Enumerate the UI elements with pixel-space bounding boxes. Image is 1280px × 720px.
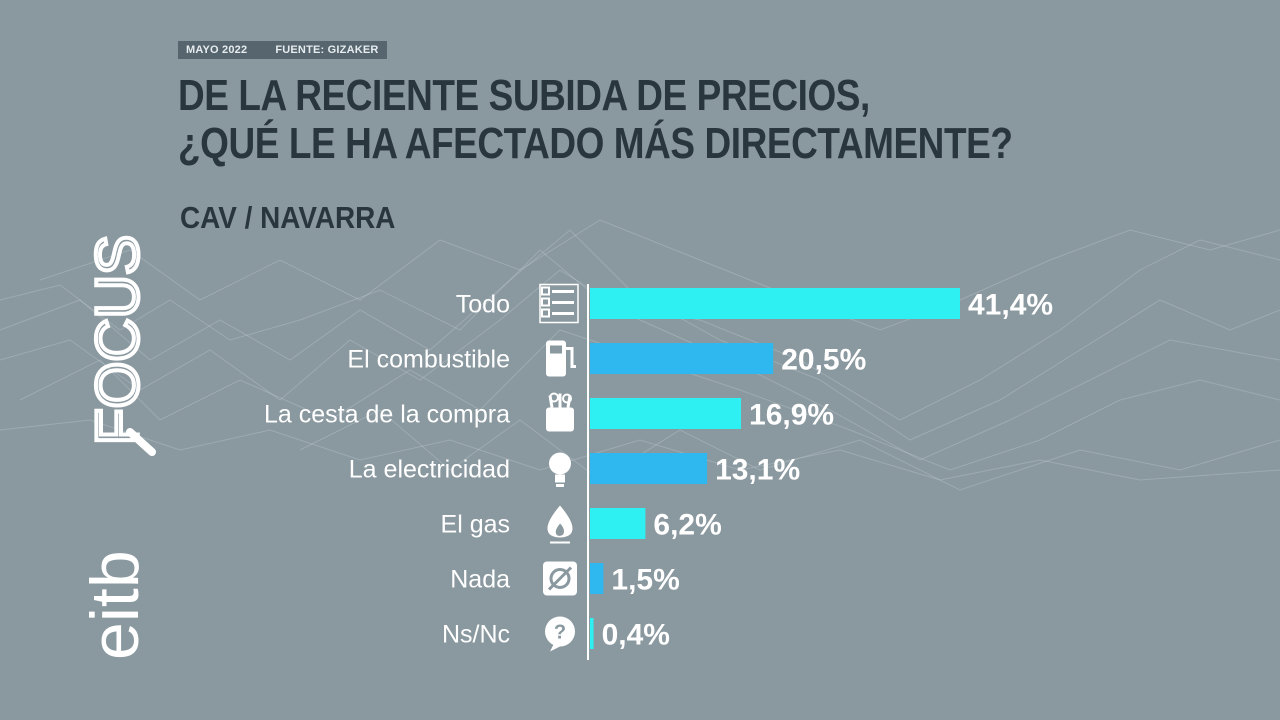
shopping-bag-icon <box>546 392 574 432</box>
chart-row: Todo 41,4% <box>456 283 1053 324</box>
title-line-2: ¿QUÉ LE HA AFECTADO MÁS DIRECTAMENTE? <box>178 119 1013 168</box>
chart-row: El gas 6,2% <box>441 505 722 544</box>
gas-flame-icon <box>547 505 573 544</box>
logo-text-suffix: FOCUS <box>84 235 151 445</box>
category-label: Todo <box>456 291 510 319</box>
eitb-focus-logo: eitb FOCUS <box>77 233 156 660</box>
value-label: 13,1% <box>715 454 800 487</box>
value-label: 41,4% <box>968 289 1053 322</box>
checklist-icon <box>539 283 579 324</box>
meta-strip: MAYO 2022 FUENTE: GIZAKER <box>178 41 387 59</box>
chart-title: DE LA RECIENTE SUBIDA DE PRECIOS, ¿QUÉ L… <box>178 72 1018 168</box>
value-label: 1,5% <box>611 564 679 597</box>
category-label: Ns/Nc <box>442 621 510 649</box>
bar <box>590 508 646 539</box>
chart-row: Ns/Nc? 0,4% <box>442 616 670 652</box>
category-label: El gas <box>441 511 510 539</box>
magnifier-handle <box>126 428 156 456</box>
bar <box>590 563 604 594</box>
category-label: Nada <box>450 566 510 594</box>
category-label: El combustible <box>347 346 510 374</box>
value-label: 0,4% <box>602 619 670 652</box>
value-label: 20,5% <box>781 344 866 377</box>
value-label: 16,9% <box>749 399 834 432</box>
chart-subtitle: CAV / NAVARRA <box>180 200 396 235</box>
category-label: La cesta de la compra <box>264 401 510 429</box>
fuel-pump-icon <box>546 340 576 377</box>
empty-set-icon <box>543 561 577 596</box>
bar <box>590 288 960 319</box>
chart-row: La cesta de la compra 16,9% <box>264 392 834 432</box>
bar <box>590 618 594 649</box>
chart-row: El combustible 20,5% <box>347 340 866 377</box>
value-label: 6,2% <box>653 509 721 542</box>
bar <box>590 343 774 374</box>
chart-row: Nada 1,5% <box>450 561 680 597</box>
question-icon: ? <box>545 616 575 652</box>
title-line-1: DE LA RECIENTE SUBIDA DE PRECIOS, <box>178 71 870 120</box>
chart-row: La electricidad 13,1% <box>349 452 800 487</box>
source-label: FUENTE: GIZAKER <box>275 44 379 56</box>
date-label: MAYO 2022 <box>186 44 248 56</box>
category-label: La electricidad <box>349 456 510 484</box>
lightbulb-icon <box>549 452 571 487</box>
bar <box>590 398 742 429</box>
logo-text-prefix: eitb <box>77 550 153 660</box>
svg-text:?: ? <box>554 622 566 644</box>
bar <box>590 453 708 484</box>
